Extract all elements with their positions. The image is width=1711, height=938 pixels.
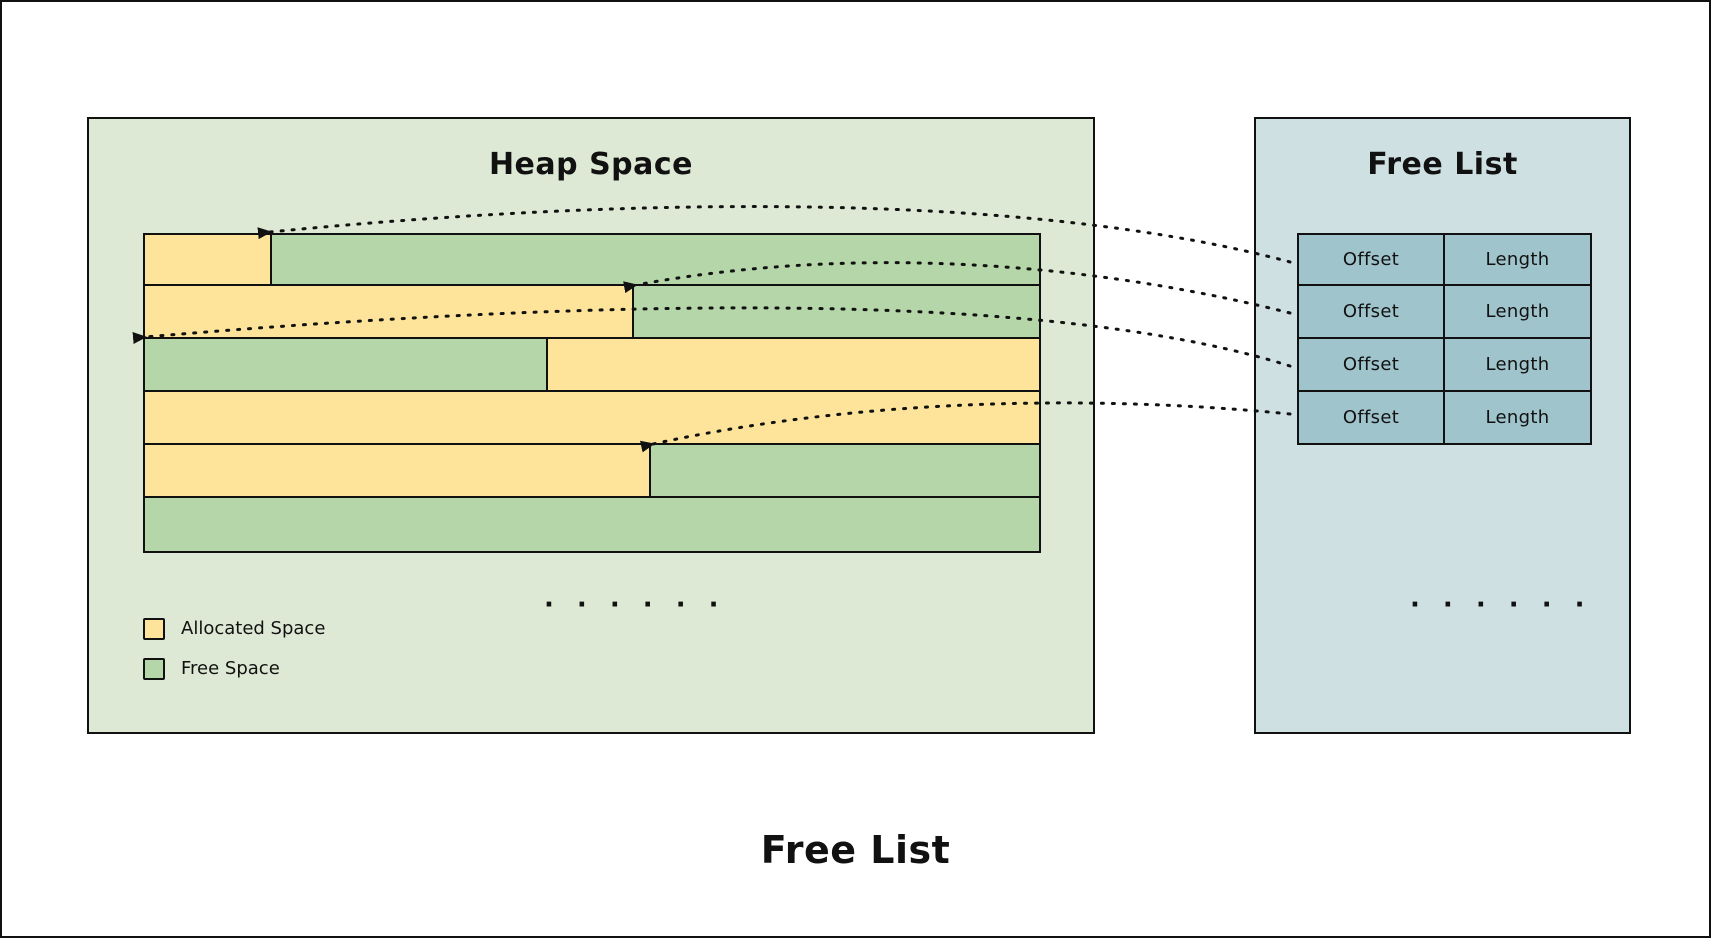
free-block bbox=[143, 496, 1041, 553]
free-block bbox=[270, 233, 1041, 286]
diagram-caption: Free List bbox=[760, 828, 951, 872]
entry-length-cell: Length bbox=[1443, 390, 1592, 445]
allocated-block bbox=[143, 443, 651, 498]
free-block bbox=[143, 337, 548, 392]
allocated-block bbox=[143, 284, 634, 339]
free-block bbox=[632, 284, 1041, 339]
legend-free-swatch bbox=[143, 658, 165, 680]
entry-length-cell: Length bbox=[1443, 337, 1592, 392]
free-list-ellipsis: · · · · · · bbox=[1410, 590, 1592, 620]
legend-allocated-label: Allocated Space bbox=[181, 618, 326, 639]
entry-offset-cell: Offset bbox=[1297, 390, 1445, 445]
allocated-block bbox=[143, 233, 272, 286]
free-list-title: Free List bbox=[1367, 147, 1518, 182]
entry-length-cell: Length bbox=[1443, 233, 1592, 286]
entry-offset-cell: Offset bbox=[1297, 284, 1445, 339]
legend-allocated-swatch bbox=[143, 618, 165, 640]
allocated-block bbox=[546, 337, 1041, 392]
legend-free-label: Free Space bbox=[181, 658, 280, 679]
allocated-block bbox=[143, 390, 1041, 445]
heap-space-title: Heap Space bbox=[488, 147, 694, 182]
entry-offset-cell: Offset bbox=[1297, 337, 1445, 392]
heap-ellipsis: · · · · · · bbox=[544, 590, 726, 620]
entry-offset-cell: Offset bbox=[1297, 233, 1445, 286]
free-block bbox=[649, 443, 1041, 498]
entry-length-cell: Length bbox=[1443, 284, 1592, 339]
